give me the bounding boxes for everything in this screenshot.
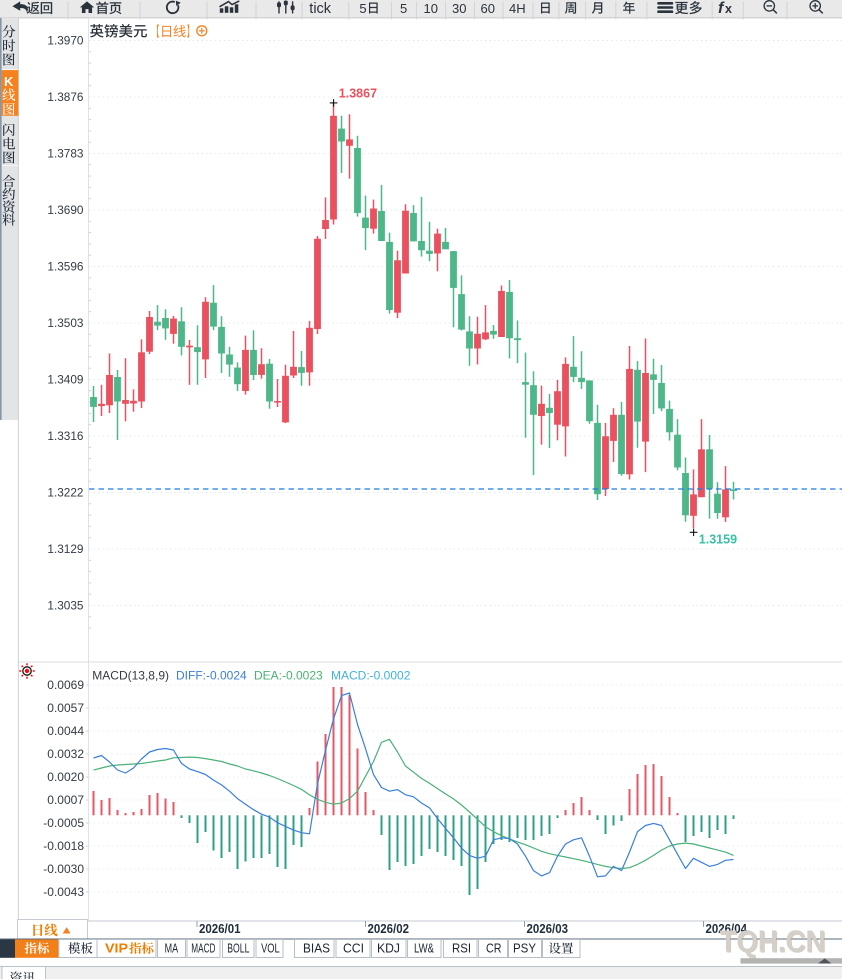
svg-text:MACD(13,8,9): MACD(13,8,9) <box>92 669 169 683</box>
svg-text:BOLL: BOLL <box>227 942 249 956</box>
svg-text:CR: CR <box>486 942 502 956</box>
svg-text:DEA:-0.0023: DEA:-0.0023 <box>254 669 323 683</box>
svg-text:VIP: VIP <box>105 942 128 956</box>
svg-text:TQH.CN: TQH.CN <box>720 925 826 959</box>
svg-text:1.3690: 1.3690 <box>47 203 84 217</box>
svg-text:5: 5 <box>400 1 407 16</box>
svg-text:LW&: LW& <box>414 942 434 956</box>
svg-text:2026/03: 2026/03 <box>527 922 569 936</box>
svg-text:0.0007: 0.0007 <box>47 793 84 807</box>
svg-text:MACD: MACD <box>191 942 215 956</box>
svg-text:TQH.CN: TQH.CN <box>721 926 827 960</box>
svg-text:KDJ: KDJ <box>377 942 400 956</box>
svg-text:K: K <box>4 74 14 89</box>
svg-text:RSI: RSI <box>452 942 471 956</box>
svg-text:VOL: VOL <box>261 942 280 956</box>
svg-text:60: 60 <box>481 1 495 16</box>
svg-text:1.3222: 1.3222 <box>47 486 83 500</box>
svg-text:BIAS: BIAS <box>303 942 330 956</box>
svg-text:0.0044: 0.0044 <box>47 724 84 738</box>
svg-text:5: 5 <box>359 1 366 16</box>
svg-text:x: x <box>725 2 732 16</box>
svg-text:1.3503: 1.3503 <box>47 316 84 330</box>
svg-text:PSY: PSY <box>513 942 537 956</box>
svg-text:1.3409: 1.3409 <box>47 373 83 387</box>
svg-text:0.0069: 0.0069 <box>47 678 84 692</box>
svg-text:1.3035: 1.3035 <box>47 599 84 613</box>
svg-text:2026/01: 2026/01 <box>199 922 241 936</box>
svg-text:tick: tick <box>309 1 332 17</box>
svg-text:1.3970: 1.3970 <box>47 34 84 48</box>
svg-text:30: 30 <box>452 1 466 16</box>
svg-text:-0.0030: -0.0030 <box>43 862 84 876</box>
svg-text:1.3129: 1.3129 <box>47 542 83 556</box>
svg-text:2026/04: 2026/04 <box>706 922 748 936</box>
svg-text:f: f <box>718 0 725 17</box>
svg-text:1.3867: 1.3867 <box>339 87 377 101</box>
svg-text:CCI: CCI <box>343 942 364 956</box>
svg-text:MA: MA <box>165 942 179 956</box>
svg-text:1.3876: 1.3876 <box>47 90 84 104</box>
svg-text:2026/02: 2026/02 <box>368 922 410 936</box>
svg-text:1.3159: 1.3159 <box>699 533 737 547</box>
svg-text:0.0020: 0.0020 <box>47 770 84 784</box>
svg-text:4H: 4H <box>509 1 526 16</box>
svg-text:1.3596: 1.3596 <box>47 260 84 274</box>
svg-text:DIFF:-0.0024: DIFF:-0.0024 <box>176 669 247 683</box>
svg-text:0.0057: 0.0057 <box>47 701 84 715</box>
svg-text:-0.0018: -0.0018 <box>43 839 84 853</box>
svg-text:-0.0005: -0.0005 <box>43 816 84 830</box>
svg-text:-0.0043: -0.0043 <box>43 885 84 899</box>
svg-text:0.0032: 0.0032 <box>47 747 84 761</box>
svg-text:1.3316: 1.3316 <box>47 429 84 443</box>
svg-text:1.3783: 1.3783 <box>47 147 84 161</box>
svg-text:10: 10 <box>424 1 438 16</box>
svg-text:MACD:-0.0002: MACD:-0.0002 <box>331 669 411 683</box>
